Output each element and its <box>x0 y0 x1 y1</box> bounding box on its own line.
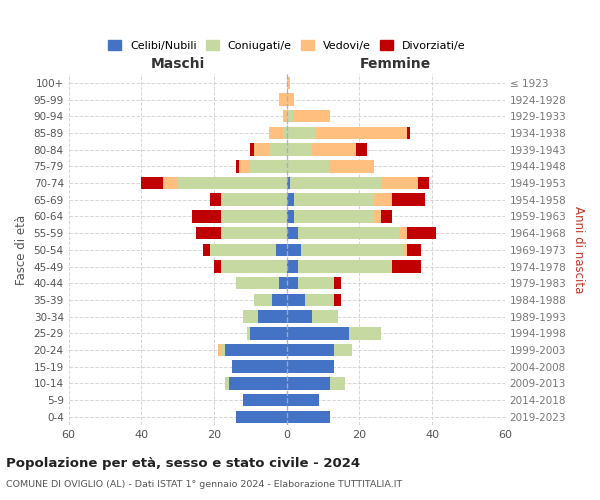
Bar <box>392 260 421 273</box>
Bar <box>287 260 298 273</box>
Bar <box>374 210 381 222</box>
Bar <box>331 377 345 390</box>
Bar <box>407 227 436 239</box>
Bar <box>287 160 331 172</box>
Bar <box>287 327 349 340</box>
Bar <box>403 244 407 256</box>
Bar <box>287 210 294 222</box>
Bar <box>287 294 305 306</box>
Bar <box>178 177 287 190</box>
Bar <box>236 277 280 289</box>
Bar <box>294 110 331 122</box>
Bar <box>232 360 287 373</box>
Bar <box>236 410 287 423</box>
Bar <box>254 144 269 156</box>
Bar <box>163 177 178 190</box>
Bar <box>218 344 221 356</box>
Bar <box>283 110 287 122</box>
Bar <box>287 227 298 239</box>
Bar <box>418 177 428 190</box>
Bar <box>381 210 392 222</box>
Bar <box>203 244 211 256</box>
Bar <box>287 410 331 423</box>
Bar <box>254 294 272 306</box>
Bar <box>287 144 312 156</box>
Text: Femmine: Femmine <box>360 57 431 71</box>
Bar <box>374 194 392 206</box>
Bar <box>287 360 334 373</box>
Bar <box>250 160 287 172</box>
Y-axis label: Anni di nascita: Anni di nascita <box>572 206 585 294</box>
Bar <box>287 344 334 356</box>
Bar <box>221 344 225 356</box>
Bar <box>243 394 287 406</box>
Bar <box>287 244 301 256</box>
Bar <box>221 194 287 206</box>
Bar <box>239 160 250 172</box>
Bar <box>280 94 287 106</box>
Bar <box>250 327 287 340</box>
Bar <box>290 177 381 190</box>
Bar <box>196 227 221 239</box>
Bar <box>257 310 287 323</box>
Bar <box>294 194 374 206</box>
Bar <box>407 126 410 139</box>
Bar <box>250 144 254 156</box>
Bar <box>269 144 287 156</box>
Y-axis label: Fasce di età: Fasce di età <box>15 215 28 285</box>
Bar <box>312 144 356 156</box>
Bar <box>229 377 287 390</box>
Bar <box>247 327 250 340</box>
Bar <box>334 294 341 306</box>
Bar <box>331 160 374 172</box>
Bar <box>305 294 334 306</box>
Bar <box>272 294 287 306</box>
Bar <box>225 344 287 356</box>
Bar <box>349 327 381 340</box>
Bar <box>298 260 392 273</box>
Bar <box>287 177 290 190</box>
Bar <box>287 126 316 139</box>
Bar <box>287 94 294 106</box>
Bar <box>287 76 290 89</box>
Bar <box>381 177 418 190</box>
Bar <box>211 244 276 256</box>
Bar <box>312 310 338 323</box>
Bar <box>236 160 239 172</box>
Bar <box>287 194 294 206</box>
Bar <box>392 194 425 206</box>
Bar <box>221 210 287 222</box>
Text: Popolazione per età, sesso e stato civile - 2024: Popolazione per età, sesso e stato civil… <box>6 458 360 470</box>
Bar <box>211 194 221 206</box>
Bar <box>142 177 163 190</box>
Bar <box>280 277 287 289</box>
Bar <box>225 377 229 390</box>
Bar <box>221 227 287 239</box>
Bar <box>287 310 312 323</box>
Bar <box>301 244 403 256</box>
Bar <box>287 277 298 289</box>
Bar <box>192 210 221 222</box>
Bar <box>400 227 407 239</box>
Bar <box>334 277 341 289</box>
Bar <box>276 244 287 256</box>
Bar <box>298 277 334 289</box>
Bar <box>269 126 283 139</box>
Bar <box>356 144 367 156</box>
Text: COMUNE DI OVIGLIO (AL) - Dati ISTAT 1° gennaio 2024 - Elaborazione TUTTITALIA.IT: COMUNE DI OVIGLIO (AL) - Dati ISTAT 1° g… <box>6 480 402 489</box>
Bar <box>287 377 331 390</box>
Text: Maschi: Maschi <box>151 57 205 71</box>
Bar <box>316 126 407 139</box>
Legend: Celibi/Nubili, Coniugati/e, Vedovi/e, Divorziati/e: Celibi/Nubili, Coniugati/e, Vedovi/e, Di… <box>103 34 471 56</box>
Bar <box>287 110 294 122</box>
Bar <box>287 394 319 406</box>
Bar <box>214 260 221 273</box>
Bar <box>294 210 374 222</box>
Bar <box>283 126 287 139</box>
Bar <box>221 260 287 273</box>
Bar <box>298 227 400 239</box>
Bar <box>243 310 257 323</box>
Bar <box>334 344 352 356</box>
Bar <box>407 244 421 256</box>
